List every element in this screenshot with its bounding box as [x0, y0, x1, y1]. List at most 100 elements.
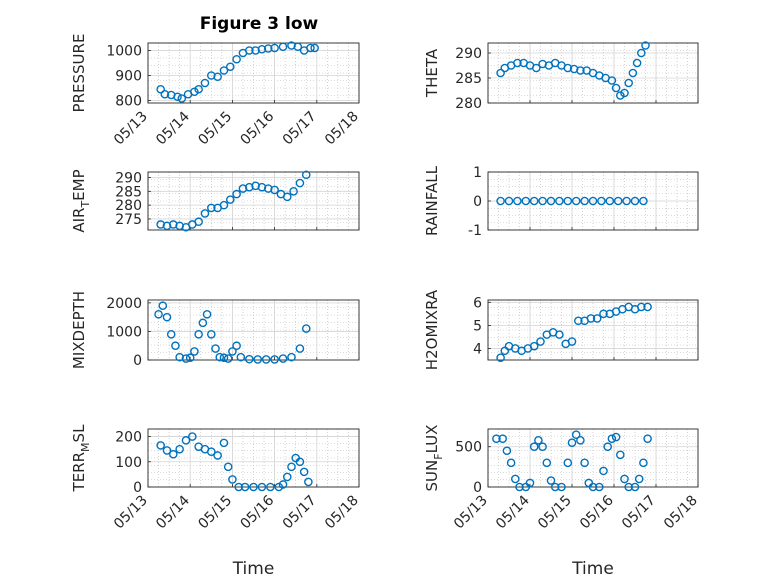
data-point: [498, 434, 508, 443]
data-point: [232, 54, 241, 64]
data-point: [607, 434, 617, 443]
data-point: [287, 462, 296, 472]
data-point: [529, 341, 539, 351]
y-tick-label: 500: [455, 440, 482, 456]
y-axis-label: RAINFALL: [423, 165, 441, 236]
data-point: [532, 63, 541, 73]
y-tick-label: 900: [115, 69, 142, 85]
data-point: [643, 302, 652, 312]
axes-box: [147, 428, 360, 488]
data-point: [529, 442, 539, 452]
data-point: [492, 434, 501, 443]
data-point: [538, 442, 547, 452]
data-point: [510, 474, 520, 484]
data-point: [295, 344, 305, 353]
data-point: [496, 353, 505, 362]
y-tick-label: 285: [455, 71, 482, 87]
data-point: [295, 178, 305, 188]
data-point: [536, 337, 545, 346]
data-point: [223, 462, 233, 472]
y-axis-label: TERRMSL: [70, 424, 92, 493]
data-point: [293, 42, 303, 52]
data-point: [599, 466, 608, 476]
y-axis-label: SUNFLUX: [423, 425, 445, 492]
axes-8: 0 500 05/13 05/14 05/15 05/16 05/17 05/18 SUNFLU…: [423, 425, 701, 579]
data-point: [215, 352, 225, 362]
y-tick-label: 5: [473, 318, 482, 334]
data-point: [166, 329, 176, 339]
data-point: [580, 458, 589, 468]
data-point: [190, 347, 199, 356]
data-point: [198, 318, 208, 328]
data-point: [628, 68, 638, 78]
figure-title: Figure 3 low: [200, 14, 319, 34]
y-tick-label: 1000: [106, 324, 142, 340]
data-point: [622, 196, 631, 206]
data-point: [154, 309, 163, 319]
data-point: [266, 482, 275, 492]
x-tick-label: 05/14: [493, 492, 533, 532]
data-point: [611, 432, 621, 442]
y-tick-label: 290: [115, 171, 142, 187]
data-point: [278, 480, 288, 489]
data-point: [588, 196, 598, 206]
data-point: [173, 92, 182, 102]
y-tick-label: 280: [115, 198, 142, 214]
y-tick-label: 0: [133, 353, 142, 369]
y-tick-label: 290: [455, 46, 482, 62]
data-point: [620, 474, 629, 484]
x-axis-label: Time: [232, 559, 275, 579]
data-point: [225, 62, 235, 72]
axes-box: [147, 171, 360, 231]
y-axis-label: THETA: [423, 48, 441, 98]
axes-6: 4 5 6 H2OMIXRA: [423, 289, 699, 370]
y-tick-label: 280: [455, 96, 482, 112]
data-point: [592, 314, 602, 323]
data-point: [211, 344, 220, 353]
data-point: [202, 309, 212, 319]
data-point: [190, 87, 199, 97]
data-point: [576, 435, 585, 445]
data-point: [200, 78, 210, 88]
data-point: [263, 44, 273, 53]
y-axis-label: MIXDEPTH: [70, 291, 88, 369]
data-point: [240, 482, 250, 492]
data-point: [521, 196, 531, 206]
x-tick-label: 05/13: [111, 109, 151, 149]
y-tick-label: 2000: [106, 296, 142, 312]
y-tick-label: 1: [473, 165, 482, 181]
data-point: [206, 203, 216, 213]
data-point: [171, 341, 180, 351]
data-point: [643, 434, 652, 443]
data-point: [270, 355, 279, 364]
x-tick-label: 05/17: [619, 493, 659, 533]
data-point: [588, 482, 598, 492]
data-point: [637, 302, 646, 312]
data-point: [502, 446, 512, 456]
data-point: [213, 451, 222, 460]
data-point: [287, 352, 296, 362]
y-tick-label: 6: [473, 295, 482, 311]
data-point: [261, 355, 271, 364]
data-point: [223, 354, 233, 363]
data-point: [194, 329, 203, 339]
data-point: [555, 330, 564, 339]
data-point: [630, 196, 640, 206]
data-point: [599, 309, 608, 319]
data-point: [188, 432, 197, 441]
x-tick-label: 05/17: [280, 493, 320, 533]
axes-box: [487, 171, 699, 231]
y-tick-label: 800: [115, 94, 142, 110]
data-point: [304, 477, 313, 487]
data-point: [175, 444, 184, 454]
data-point: [232, 341, 241, 351]
data-point: [616, 91, 625, 100]
data-point: [597, 196, 606, 206]
data-point: [194, 84, 203, 94]
x-tick-label: 05/13: [111, 493, 151, 533]
data-point: [555, 196, 564, 206]
data-point: [299, 467, 309, 477]
data-point: [169, 449, 178, 459]
data-point: [282, 192, 292, 202]
y-tick-label: 0: [133, 480, 142, 496]
